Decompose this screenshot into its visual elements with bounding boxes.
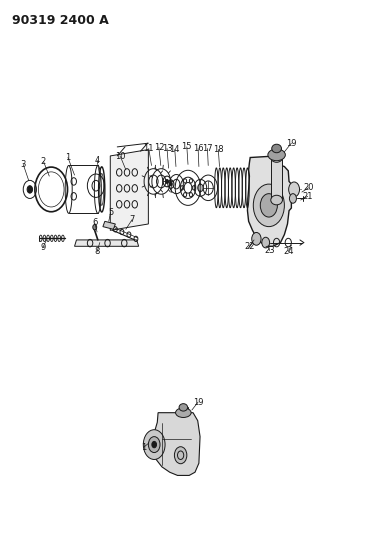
Text: 16: 16 <box>193 144 204 153</box>
Circle shape <box>148 437 160 453</box>
Text: 2: 2 <box>41 157 46 166</box>
Circle shape <box>174 447 187 464</box>
Ellipse shape <box>272 144 282 153</box>
Text: 22: 22 <box>244 242 255 251</box>
Text: 18: 18 <box>213 145 223 154</box>
Text: 10: 10 <box>115 152 126 161</box>
Text: 4: 4 <box>94 156 100 165</box>
Polygon shape <box>110 150 148 230</box>
Polygon shape <box>154 413 200 475</box>
Text: 8: 8 <box>94 247 100 256</box>
Text: 19: 19 <box>193 398 203 407</box>
Text: 13: 13 <box>162 144 172 153</box>
Text: 6: 6 <box>92 219 98 228</box>
Circle shape <box>289 182 300 197</box>
Circle shape <box>143 430 165 459</box>
Text: 1: 1 <box>65 153 71 162</box>
Text: 14: 14 <box>170 145 180 154</box>
Polygon shape <box>74 240 139 246</box>
Circle shape <box>253 184 284 227</box>
Text: 12: 12 <box>154 143 164 152</box>
Text: 90319 2400 A: 90319 2400 A <box>12 14 109 27</box>
Circle shape <box>289 193 296 203</box>
Text: 7: 7 <box>129 215 135 224</box>
Circle shape <box>260 193 277 217</box>
Circle shape <box>170 182 172 185</box>
Ellipse shape <box>179 403 188 411</box>
Text: 9: 9 <box>40 244 45 253</box>
Bar <box>271 158 282 200</box>
Text: 20: 20 <box>303 183 314 192</box>
Text: 5: 5 <box>108 208 113 217</box>
Ellipse shape <box>268 149 285 161</box>
Text: 11: 11 <box>144 144 154 153</box>
Circle shape <box>93 224 97 230</box>
Circle shape <box>165 179 168 183</box>
Polygon shape <box>103 221 115 229</box>
Text: 21: 21 <box>303 192 313 201</box>
Text: 3: 3 <box>21 160 26 169</box>
Text: 15: 15 <box>182 142 192 151</box>
Ellipse shape <box>271 195 282 205</box>
Text: 17: 17 <box>202 144 213 153</box>
Circle shape <box>262 237 269 248</box>
Text: 19: 19 <box>286 139 297 148</box>
Circle shape <box>27 185 32 193</box>
Circle shape <box>252 232 261 245</box>
Circle shape <box>152 441 156 448</box>
Text: 1: 1 <box>141 443 146 452</box>
Text: 23: 23 <box>264 246 275 255</box>
Polygon shape <box>248 156 291 246</box>
Ellipse shape <box>176 408 191 417</box>
Text: 24: 24 <box>283 247 294 256</box>
Ellipse shape <box>271 153 282 163</box>
